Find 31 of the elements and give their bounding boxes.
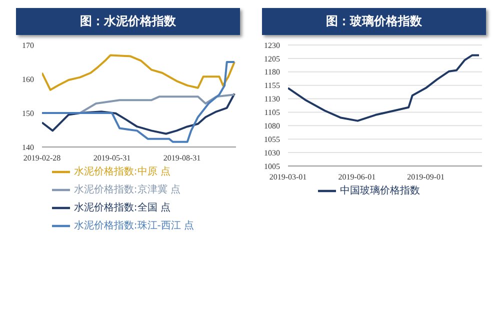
chart-title: 图：水泥价格指数 [16,8,240,35]
y-tick-label: 150 [22,108,34,118]
legend-label: 水泥价格指数:京津冀 点 [74,184,180,196]
line-series [288,54,480,122]
line-series [42,61,236,143]
y-tick-label: 160 [22,74,34,84]
x-tick-label: 2019-03-01 [269,172,307,182]
y-tick-label: 140 [22,142,34,152]
line-series [42,92,236,135]
y-tick-label: 1005 [264,162,280,171]
x-tick-label: 2019-09-01 [407,172,444,182]
x-tick-label: 2019-05-31 [93,154,131,163]
y-tick-label: 1205 [264,54,280,64]
legend-label: 水泥价格指数:中原 点 [74,166,170,178]
legend-label: 水泥价格指数:珠江-西江 点 [74,220,194,232]
legend-label: 中国玻璃价格指数 [340,186,420,197]
y-tick-label: 1105 [264,108,280,118]
y-tick-label: 1230 [264,40,280,50]
x-tick-label: 2019-06-01 [338,172,376,182]
legend-label: 水泥价格指数:全国 点 [74,202,170,214]
y-tick-label: 1055 [264,134,280,144]
y-tick-label: 170 [22,40,34,50]
y-tick-label: 1080 [264,122,280,131]
line-series [42,54,236,91]
y-tick-label: 1030 [264,148,280,158]
y-tick-label: 1155 [264,81,280,90]
x-tick-label: 2019-08-31 [163,154,201,163]
y-tick-label: 1130 [264,94,280,104]
y-tick-label: 1180 [264,68,280,77]
chart-title: 图：玻璃价格指数 [262,8,486,35]
x-tick-label: 2019-02-28 [23,154,61,163]
